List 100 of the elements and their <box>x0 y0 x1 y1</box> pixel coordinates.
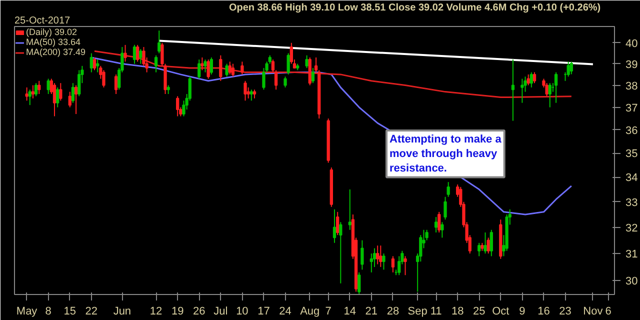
x-tick-label: 26 <box>193 306 206 318</box>
candlestick <box>308 56 312 86</box>
candlestick <box>228 61 232 75</box>
x-tick-label: 6 <box>605 306 612 318</box>
candlestick <box>132 44 136 64</box>
candlestick <box>25 86 28 102</box>
chart-subtitle: 25-Oct-2017 <box>14 16 71 26</box>
x-tick-label: Oct <box>492 306 510 318</box>
candlestick <box>446 182 450 198</box>
x-tick-label: 17 <box>258 306 270 318</box>
x-tick-label: 23 <box>559 306 572 318</box>
candlestick <box>46 78 50 94</box>
candlestick <box>92 56 96 71</box>
candlestick <box>114 74 118 94</box>
y-tick-label: 34 <box>626 172 638 184</box>
candlestick <box>440 222 444 238</box>
x-tick-label: 12 <box>150 306 162 318</box>
candlestick <box>78 70 81 97</box>
candlestick <box>210 56 213 75</box>
candlestick <box>348 188 352 230</box>
candlestick <box>566 61 570 78</box>
candlestick <box>526 74 530 86</box>
candlestick <box>570 61 573 75</box>
y-tick-label: 31 <box>626 248 638 261</box>
candlestick <box>444 196 447 220</box>
x-tick-label: Aug <box>300 306 320 318</box>
candlestick <box>554 72 558 104</box>
candlestick <box>200 56 204 71</box>
candlestick <box>490 229 493 257</box>
candlestick <box>206 59 210 80</box>
candlestick <box>339 222 342 284</box>
x-tick-label: 10 <box>236 306 248 318</box>
candlestick <box>246 86 250 99</box>
candlestick <box>31 84 35 99</box>
candlestick <box>139 48 142 64</box>
candlestick <box>478 242 481 257</box>
x-tick-label: 18 <box>451 306 464 318</box>
x-tick-label: 15 <box>64 306 76 318</box>
candlestick <box>74 84 78 115</box>
x-tick-label: 14 <box>344 306 356 318</box>
legend-label: (Daily) 39.02 <box>26 27 78 37</box>
y-tick-label: 40 <box>626 38 638 50</box>
candlestick <box>284 76 287 88</box>
x-tick-label: Jul <box>214 306 228 318</box>
candlestick <box>486 237 490 254</box>
candlestick <box>311 68 315 84</box>
candlestick <box>286 52 290 75</box>
candlestick <box>511 59 515 122</box>
candlestick <box>391 256 395 273</box>
candlestick <box>154 54 158 73</box>
candlestick <box>68 91 72 108</box>
candlestick <box>382 253 386 270</box>
candlestick <box>360 240 364 270</box>
candlestick <box>305 54 308 69</box>
x-tick-label: 24 <box>279 306 292 318</box>
candlestick <box>548 82 552 108</box>
candlestick <box>225 63 228 78</box>
candlestick <box>358 272 361 294</box>
x-tick-label: 8 <box>45 306 52 318</box>
x-tick-label: 22 <box>85 306 98 318</box>
candlestick <box>96 59 100 73</box>
y-tick-label: 32 <box>626 222 638 234</box>
candlestick <box>34 82 38 97</box>
candlestick <box>250 89 253 102</box>
candlestick <box>28 89 32 106</box>
x-tick-label: May <box>16 306 38 318</box>
candlestick <box>52 82 56 117</box>
candlestick <box>219 54 222 82</box>
candlestick <box>532 72 536 84</box>
legend-label: MA(200) 37.49 <box>26 47 86 57</box>
candlestick <box>434 216 438 233</box>
y-tick-label: 36 <box>626 124 638 137</box>
candlestick <box>124 44 127 62</box>
candlestick <box>231 63 235 78</box>
candlestick <box>240 61 244 75</box>
candlestick <box>176 96 180 117</box>
candlestick <box>404 256 407 276</box>
y-tick-label: 35 <box>626 148 638 160</box>
text: Open 38.66 High 39.10 Low 38.51 Close 39.02 Volume 4.6M Chg +0.10 (+0.26%) <box>228 2 601 14</box>
candlestick <box>484 232 487 254</box>
y-tick-label: 39 <box>626 58 638 71</box>
candlestick <box>290 42 293 64</box>
candlestick <box>438 211 441 233</box>
candlestick <box>332 208 336 244</box>
candlestick <box>158 30 161 54</box>
x-tick-label: Nov <box>583 306 604 318</box>
x-tick-label: 25 <box>473 306 486 318</box>
candlestick <box>204 59 207 73</box>
candlestick <box>56 86 60 108</box>
x-tick-label: 16 <box>538 306 550 318</box>
y-tick-label: 37 <box>626 102 638 114</box>
candlestick <box>520 78 524 104</box>
candlestick <box>336 211 340 236</box>
x-tick-label: 28 <box>386 306 400 318</box>
candlestick <box>545 82 548 97</box>
candlestick <box>136 44 140 62</box>
x-tick-label: 11 <box>430 306 442 318</box>
y-tick-label: 30 <box>626 276 638 288</box>
x-tick-label: Sep <box>408 306 428 318</box>
x-tick-label: 19 <box>171 306 184 318</box>
